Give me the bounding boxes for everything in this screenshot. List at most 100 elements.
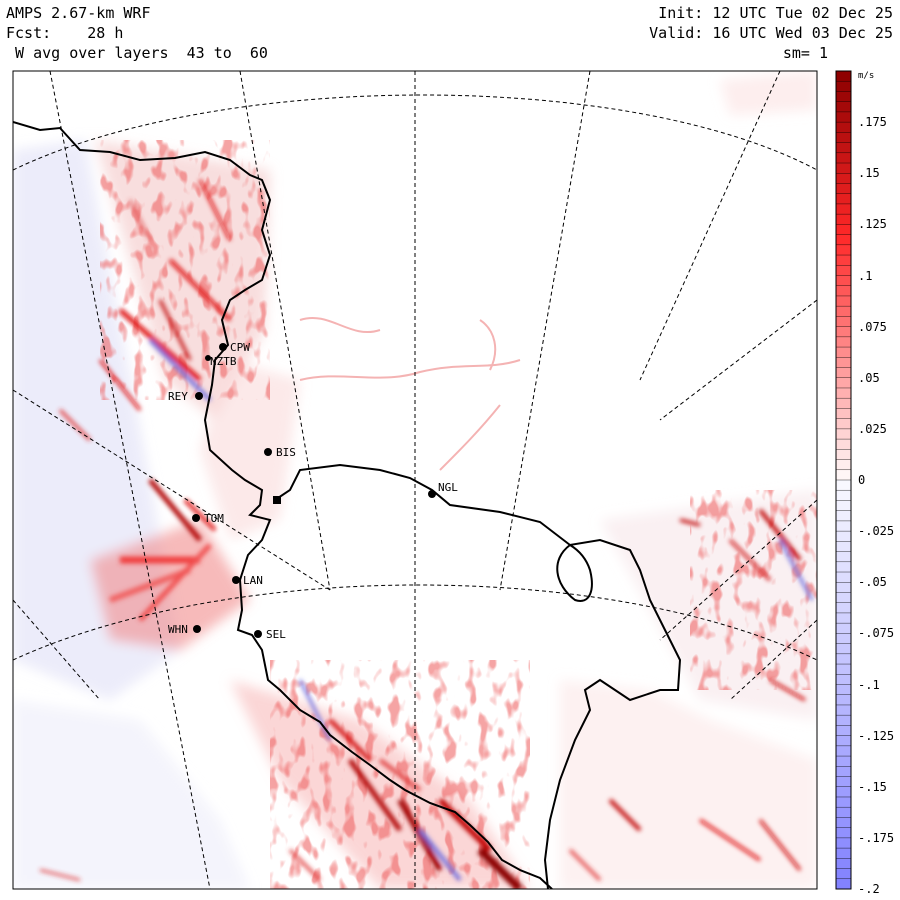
- colorbar-swatch: [836, 357, 851, 368]
- station-label-whn: WHN: [168, 623, 188, 636]
- colorbar-swatch: [836, 827, 851, 839]
- colorbar-swatch: [836, 694, 851, 706]
- colorbar-swatch: [836, 674, 851, 685]
- colorbar-swatch: [836, 480, 851, 491]
- colorbar-swatch: [836, 152, 851, 164]
- colorbar-swatch: [836, 71, 851, 82]
- colorbar-swatch: [836, 653, 851, 665]
- vertical-velocity-field: [13, 71, 817, 889]
- colorbar-swatch: [836, 449, 851, 460]
- meridian-e3: [659, 299, 817, 421]
- colorbar-swatch: [836, 633, 851, 645]
- smoothing-label: sm= 1: [782, 44, 828, 62]
- colorbar-swatch: [836, 572, 851, 583]
- coastline: [13, 121, 682, 889]
- colorbar-swatch: [836, 275, 851, 287]
- colorbar-tick-label: .05: [858, 370, 880, 385]
- colorbar-swatch: [836, 326, 851, 338]
- colorbar-swatch: [836, 643, 851, 655]
- colorbar-swatch: [836, 531, 851, 542]
- colorbar: [835, 70, 852, 890]
- station-label-rey: REY: [168, 390, 188, 403]
- colorbar-swatch: [836, 776, 851, 788]
- station-marker-whn: [193, 625, 201, 633]
- station-label-ngl: NGL: [438, 481, 458, 494]
- stations: CPW NZTB REY BIS TOM NGL LAN WHN SEL: [168, 341, 458, 641]
- forecast-hour: Fcst: 28 h: [6, 24, 124, 42]
- colorbar-swatch: [836, 255, 851, 266]
- colorbar-swatch: [836, 582, 851, 593]
- colorbar-swatch: [836, 490, 851, 501]
- colorbar-tick-label: 0: [858, 473, 866, 487]
- colorbar-tick-label: .025: [858, 421, 887, 436]
- station-marker-cpw: [219, 343, 227, 351]
- latitude-circle-inner: [13, 584, 817, 661]
- colorbar-tick-label: -.15: [858, 779, 887, 794]
- colorbar-swatch: [836, 858, 851, 869]
- colorbar-swatch: [836, 234, 851, 246]
- meridian-e1: [499, 71, 591, 591]
- colorbar-swatch: [836, 796, 851, 808]
- colorbar-swatch: [836, 725, 851, 737]
- colorbar-swatch: [836, 704, 851, 716]
- colorbar-swatch: [836, 520, 851, 532]
- colorbar-swatch: [836, 602, 851, 614]
- colorbar-swatch: [836, 428, 851, 440]
- station-label-lan: LAN: [243, 574, 263, 587]
- colorbar-swatch: [836, 878, 851, 890]
- colorbar-swatch: [836, 91, 851, 103]
- map-frame: [12, 70, 818, 890]
- colorbar-swatch: [836, 817, 851, 829]
- colorbar-swatch: [836, 163, 851, 174]
- colorbar-tick-label: -.025: [858, 524, 895, 539]
- station-marker-tom: [192, 514, 200, 522]
- init-time: Init: 12 UTC Tue 02 Dec 25: [658, 4, 893, 22]
- valid-time: Valid: 16 UTC Wed 03 Dec 25: [649, 24, 893, 42]
- colorbar-swatch: [836, 214, 851, 225]
- colorbar-swatch: [836, 561, 851, 573]
- field-description: W avg over layers 43 to 60: [6, 44, 268, 62]
- colorbar-swatch: [836, 101, 851, 113]
- colorbar-swatch: [836, 745, 851, 757]
- meridian-w4: [13, 599, 101, 701]
- colorbar-swatch: [836, 285, 851, 297]
- colorbar-swatch: [836, 408, 851, 420]
- colorbar-tick-label: -.075: [858, 626, 895, 641]
- colorbar-tick-label: .1: [858, 268, 873, 283]
- colorbar-swatch: [836, 316, 851, 328]
- colorbar-units: m/s: [858, 71, 874, 81]
- station-marker-lan: [232, 576, 240, 584]
- station-marker-mcmurdo: [273, 496, 281, 504]
- colorbar-tick-label: -.125: [858, 728, 895, 743]
- meridian-w2: [239, 71, 331, 591]
- station-label-cpw: CPW: [230, 341, 250, 354]
- graticule: [13, 71, 817, 889]
- colorbar-swatch: [836, 203, 851, 215]
- colorbar-tick-label: -.2: [858, 882, 880, 896]
- colorbar-swatch: [836, 418, 851, 430]
- colorbar-swatch: [836, 183, 851, 195]
- colorbar-swatch: [836, 173, 851, 184]
- latitude-circle-outer: [13, 94, 817, 171]
- colorbar-swatch: [836, 398, 851, 409]
- colorbar-swatch: [836, 837, 851, 849]
- colorbar-swatch: [836, 387, 851, 399]
- station-label-bis: BIS: [276, 446, 296, 459]
- colorbar-swatch: [836, 122, 851, 133]
- colorbar-swatch: [836, 715, 851, 726]
- colorbar-swatch: [836, 623, 851, 634]
- station-marker-sel: [254, 630, 262, 638]
- colorbar-swatch: [836, 500, 851, 512]
- colorbar-swatch: [836, 664, 851, 675]
- colorbar-swatch: [836, 592, 851, 604]
- colorbar-swatch: [836, 81, 851, 92]
- colorbar-swatch: [836, 377, 851, 389]
- colorbar-swatch: [836, 244, 851, 256]
- colorbar-tick-label: -.05: [858, 575, 887, 590]
- colorbar-swatch: [836, 193, 851, 205]
- colorbar-swatch: [836, 336, 851, 348]
- colorbar-tick-label: .175: [858, 115, 887, 130]
- colorbar-swatch: [836, 786, 851, 798]
- model-title: AMPS 2.67-km WRF: [6, 4, 151, 22]
